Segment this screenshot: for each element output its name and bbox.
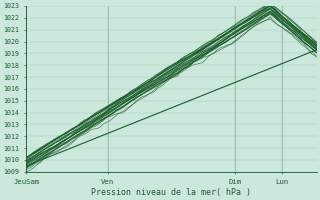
X-axis label: Pression niveau de la mer( hPa ): Pression niveau de la mer( hPa ) (92, 188, 252, 197)
